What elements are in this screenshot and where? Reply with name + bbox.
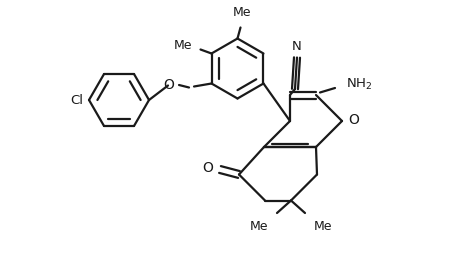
Text: Cl: Cl <box>70 94 83 106</box>
Text: N: N <box>292 40 301 53</box>
Text: Me: Me <box>174 39 192 52</box>
Text: Me: Me <box>249 219 268 232</box>
Text: Me: Me <box>313 219 331 232</box>
Text: NH$_2$: NH$_2$ <box>345 76 372 92</box>
Text: O: O <box>348 113 359 127</box>
Text: Me: Me <box>233 6 251 19</box>
Text: O: O <box>163 78 174 92</box>
Text: O: O <box>202 161 212 176</box>
